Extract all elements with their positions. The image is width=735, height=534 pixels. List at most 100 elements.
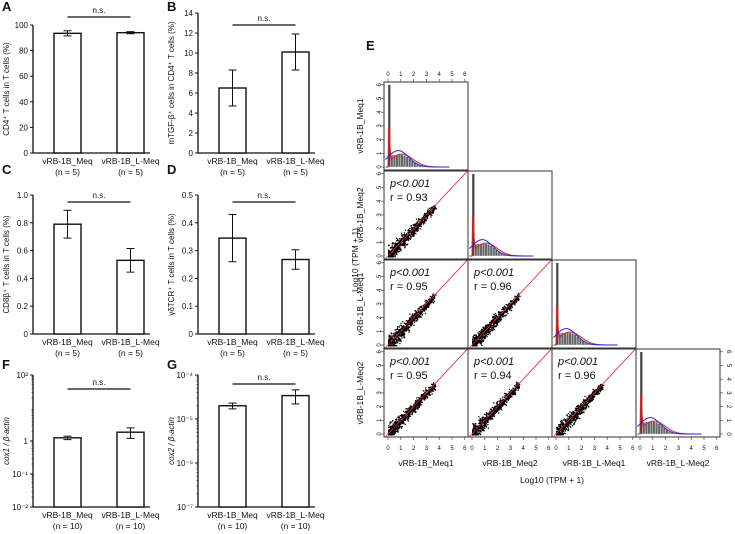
- data-point: [592, 395, 594, 397]
- data-point: [418, 315, 420, 318]
- data-point: [558, 434, 560, 436]
- bar-chart-a: [30, 16, 150, 154]
- data-point: [417, 399, 419, 402]
- y-tick-label: 0.1: [182, 302, 194, 311]
- bar-chart-c: [30, 194, 150, 335]
- data-point: [412, 231, 414, 234]
- data-point: [394, 251, 397, 254]
- data-point: [424, 312, 427, 315]
- data-point: [392, 332, 395, 335]
- data-point: [418, 307, 420, 309]
- data-point: [472, 434, 474, 436]
- data-point: [391, 433, 393, 435]
- data-point: [514, 300, 517, 302]
- left-tick-label: 0: [377, 254, 383, 258]
- data-point: [487, 328, 489, 330]
- data-point: [560, 430, 562, 432]
- data-point: [483, 328, 485, 330]
- data-point: [413, 409, 416, 411]
- data-point: [499, 317, 501, 320]
- data-point: [492, 415, 494, 417]
- data-point: [493, 415, 496, 418]
- data-point: [399, 338, 401, 340]
- data-point: [404, 417, 406, 420]
- data-point: [516, 383, 518, 386]
- data-point: [433, 300, 436, 303]
- data-point: [391, 335, 393, 337]
- histogram-bar: [566, 332, 569, 346]
- data-point: [579, 411, 581, 413]
- data-point: [500, 311, 502, 313]
- bottom-tick-label: 5: [618, 446, 622, 452]
- data-point: [404, 238, 406, 240]
- data-point: [391, 245, 393, 247]
- data-point: [393, 425, 395, 428]
- data-point: [490, 324, 493, 326]
- data-point: [416, 225, 418, 228]
- data-point: [429, 209, 431, 211]
- data-point: [394, 426, 396, 428]
- data-point: [579, 412, 581, 414]
- data-point: [416, 228, 418, 230]
- data-point: [434, 389, 436, 391]
- data-point: [558, 424, 560, 426]
- data-point: [505, 404, 507, 407]
- data-point: [513, 298, 515, 300]
- data-point: [501, 403, 504, 405]
- data-point: [476, 433, 478, 435]
- data-point: [491, 410, 493, 412]
- correlation-label: r = 0.93: [390, 192, 428, 204]
- data-point: [494, 317, 496, 320]
- data-point: [592, 396, 594, 399]
- data-point: [492, 414, 494, 416]
- data-point: [400, 333, 402, 335]
- data-point: [494, 406, 496, 408]
- data-point: [410, 406, 412, 408]
- top-tick-label: 6: [463, 72, 467, 78]
- data-point: [487, 329, 489, 331]
- data-point: [576, 405, 578, 408]
- data-point: [493, 413, 495, 415]
- data-point: [504, 310, 506, 313]
- data-point: [390, 421, 392, 423]
- data-point: [421, 401, 424, 403]
- data-point: [408, 412, 410, 415]
- data-point: [485, 326, 488, 328]
- data-point: [394, 256, 396, 258]
- data-point: [485, 327, 488, 329]
- data-point: [397, 418, 400, 420]
- bottom-tick-label: 4: [690, 446, 694, 452]
- data-point: [398, 422, 400, 424]
- data-point: [516, 300, 518, 302]
- bottom-tick-label: 0: [638, 446, 642, 452]
- data-point: [508, 308, 511, 311]
- data-point: [403, 415, 405, 417]
- data-point: [506, 393, 509, 396]
- data-point: [473, 427, 475, 429]
- data-point: [407, 231, 409, 234]
- bar: [218, 405, 247, 508]
- data-point: [417, 227, 419, 229]
- data-point: [494, 312, 497, 315]
- data-point: [503, 308, 505, 310]
- data-point: [397, 240, 399, 242]
- data-point: [484, 335, 486, 337]
- data-point: [485, 419, 487, 421]
- data-point: [497, 317, 500, 319]
- data-point: [416, 400, 418, 402]
- data-point: [495, 325, 498, 327]
- data-point: [433, 298, 435, 300]
- data-point: [518, 292, 520, 295]
- data-point: [432, 302, 435, 304]
- data-point: [509, 395, 511, 397]
- data-point: [481, 427, 483, 429]
- data-point: [425, 309, 427, 311]
- x-axis-label: Log10 (TPM + 1): [520, 475, 584, 485]
- data-point: [506, 311, 508, 313]
- data-point: [564, 425, 566, 427]
- data-point: [588, 406, 590, 408]
- data-point: [498, 317, 501, 319]
- data-point: [408, 229, 410, 232]
- data-point: [412, 230, 414, 232]
- left-tick-label: 0: [377, 165, 383, 169]
